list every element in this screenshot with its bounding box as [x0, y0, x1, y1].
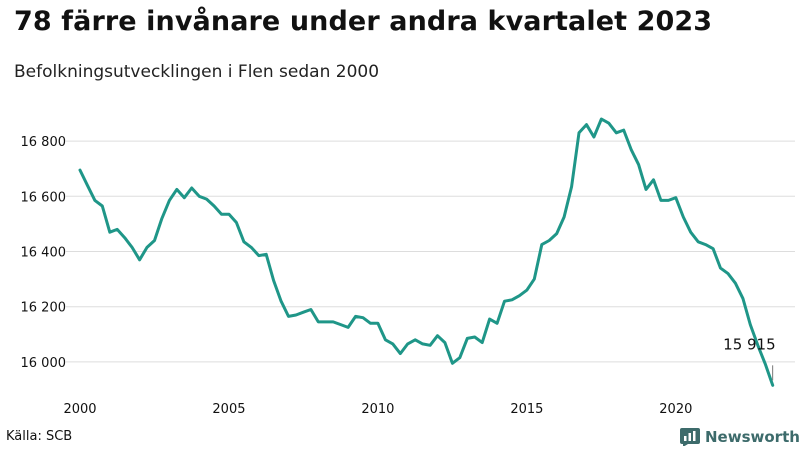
series-layer — [78, 117, 775, 387]
source-label: Källa: SCB — [6, 429, 73, 444]
x-tick-label: 2020 — [659, 402, 692, 417]
grid-lines — [66, 140, 795, 363]
y-tick-label: 16 200 — [21, 301, 67, 316]
annotation-layer: 15 915 — [723, 335, 776, 381]
x-tick-label: 2015 — [510, 402, 543, 417]
y-tick-label: 16 800 — [21, 135, 67, 150]
population-line — [78, 117, 775, 387]
y-tick-label: 16 600 — [21, 190, 67, 205]
x-tick-label: 2005 — [212, 402, 245, 417]
y-tick-label: 16 000 — [21, 356, 67, 371]
chart-subtitle: Befolkningsutvecklingen i Flen sedan 200… — [14, 62, 380, 82]
bar-chart-logo-icon — [680, 428, 700, 446]
y-axis-ticks: 16 000 16 200 16 400 16 600 16 800 — [21, 135, 67, 371]
x-tick-label: 2000 — [63, 402, 96, 417]
chart-title: 78 färre invånare under andra kvartalet … — [14, 6, 713, 37]
last-value-label: 15 915 — [723, 335, 776, 353]
brand-logo: Newsworthy — [680, 426, 800, 448]
y-tick-label: 16 400 — [21, 246, 67, 261]
x-tick-label: 2010 — [361, 402, 394, 417]
brand-name: Newsworthy — [705, 428, 800, 446]
x-axis-ticks: 2000 2005 2010 2015 2020 — [63, 402, 692, 417]
